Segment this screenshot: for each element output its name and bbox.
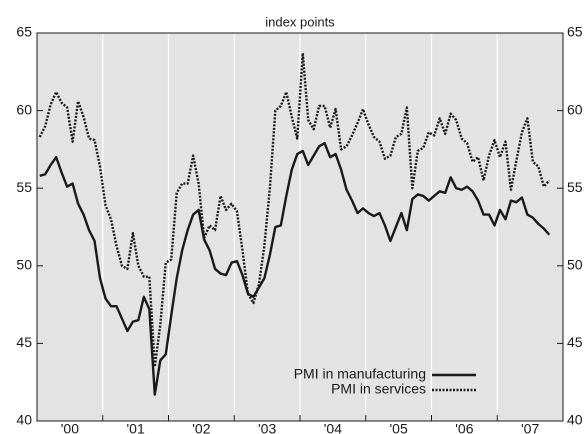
y-tick-label-right: 50 [567, 257, 583, 273]
series-line [38, 51, 551, 368]
y-tick-label: 50 [16, 257, 32, 273]
x-tick-label: '02 [192, 421, 210, 434]
plot-frame [36, 32, 564, 422]
x-tick-label: '06 [455, 421, 473, 434]
x-tick-label: '03 [258, 421, 276, 434]
y-tick-label-right: 45 [567, 334, 583, 350]
y-tick-label-right: 55 [567, 179, 583, 195]
x-tick-label: '01 [127, 421, 145, 434]
y-tick-label: 55 [16, 179, 32, 195]
series-line [39, 141, 551, 396]
y-tick-label: 60 [16, 101, 32, 117]
y-tick-label-right: 65 [567, 24, 583, 40]
y-tick-label-right: 40 [567, 412, 583, 428]
x-tick-label: '04 [324, 421, 342, 434]
chart-title: index points [265, 14, 335, 29]
y-tick-label: 40 [16, 412, 32, 428]
legend-label: PMI in manufacturing [294, 366, 426, 382]
y-tick-label: 65 [16, 24, 32, 40]
y-tick-label: 45 [16, 334, 32, 350]
x-tick-label: '05 [390, 421, 408, 434]
x-tick-label: '00 [61, 421, 79, 434]
x-tick-label: '07 [521, 421, 539, 434]
y-tick-label-right: 60 [567, 101, 583, 117]
legend-label: PMI in services [331, 381, 426, 397]
